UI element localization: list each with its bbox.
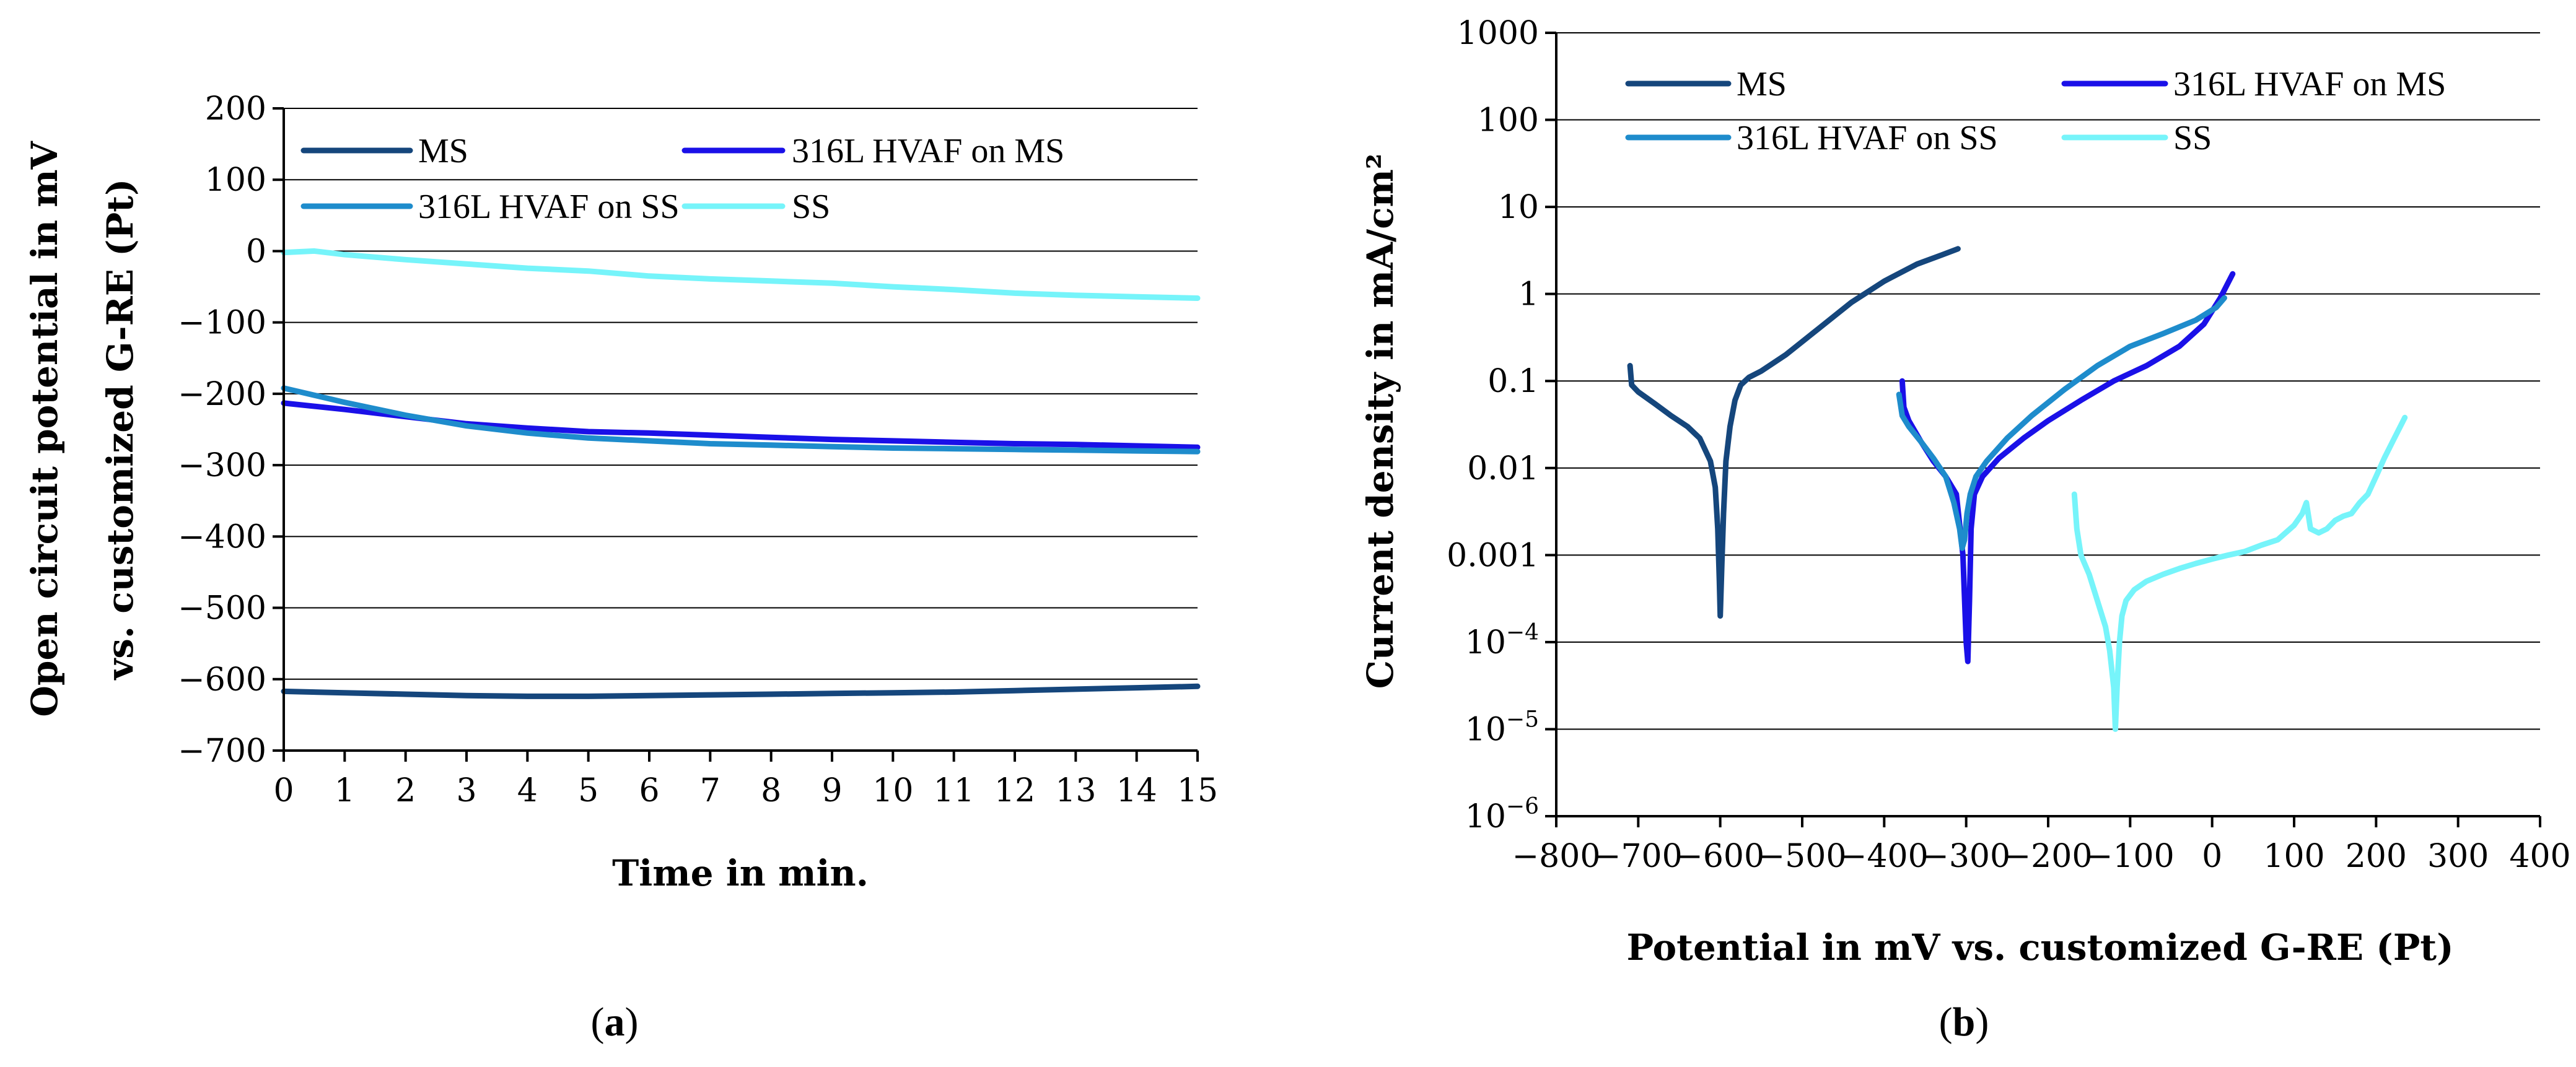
panel-a-ytick-label: 100 [205,162,266,199]
panel-b-ytick-label: 10 [1498,189,1539,226]
panel-a-ytick-label: −700 [178,733,266,770]
panel-b-xtick-label: 0 [2202,838,2222,875]
panel-b-caption-letter: b [1953,999,1976,1045]
panel-a-caption: (a) [591,999,639,1045]
panel-a-xtick-label: 7 [700,772,721,809]
panel-a-xtick-label: 0 [273,772,294,809]
panel-a-caption-open: ( [591,999,605,1045]
panel-a-xtick-label: 2 [395,772,416,809]
legend-a-label-ss: SS [792,188,830,226]
panel-b-ytick-label: 0.01 [1467,450,1539,487]
panel-a-xtick-label: 6 [639,772,659,809]
panel-a-gridlines [284,108,1198,680]
panel-a-xtick-label: 4 [517,772,538,809]
panel-a-xtick-label: 8 [761,772,781,809]
panel-a-ytick-label: −100 [178,305,266,342]
panel-b-series-ss [2071,414,2408,732]
panel-a-ytick-label: −600 [178,661,266,699]
panel-a-xtick-label: 12 [994,772,1035,809]
panel-b-ytick-label: 0.1 [1487,363,1539,400]
panel-b-xtick-label: −500 [1758,838,1847,875]
panel-a-xtick-label: 3 [456,772,476,809]
panel-a-series-hvaf-ss [281,385,1201,455]
panel-a-xtick-label: 14 [1116,772,1157,809]
panel-a-xtick-label: 1 [335,772,355,809]
panel-a-legend: MS 316L HVAF on MS 316L HVAF on SS SS [300,132,1064,226]
panel-b-xtick-label: 100 [2263,838,2324,875]
panel-b-ylabel: Current density in mA/cm² [1359,154,1401,689]
legend-b-label-hvaf-ms: 316L HVAF on MS [2173,65,2446,103]
panel-a-xtick-label: 10 [872,772,913,809]
panel-a-xlabel: Time in min. [612,852,869,894]
panel-b-xtick-label: −700 [1594,838,1683,875]
panel-a-xtick-label: 15 [1177,772,1218,809]
panel-b-xtick-label: 200 [2346,838,2407,875]
panel-b-xtick-label: −100 [2086,838,2175,875]
svg-text:(b): (b) [1939,999,1989,1045]
panel-a-series-ms [281,683,1201,699]
panel-b-xtick-label: −400 [1840,838,1929,875]
panel-a-xtick-label: 9 [821,772,842,809]
panel-b-caption-close: ) [1975,999,1989,1045]
panel-b-ytick-label: 10−5 [1465,707,1539,748]
panel-b-xlabel: Potential in mV vs. customized G-RE (Pt) [1626,926,2453,969]
panel-a-xtick-label: 13 [1055,772,1096,809]
panel-b-ytick-label: 1 [1518,276,1539,313]
panel-a-ytick-label: 200 [205,90,266,128]
panel-a-caption-letter: a [605,999,625,1045]
panel-b-caption-open: ( [1939,999,1953,1045]
panel-b-series-ms [1627,246,1961,619]
legend-b-label-ss: SS [2173,119,2212,157]
legend-a-label-hvaf-ss: 316L HVAF on SS [418,188,680,226]
panel-b-xtick-label: 400 [2509,838,2570,875]
panel-b-xtick-label: −600 [1676,838,1764,875]
panel-a-ytick-label: −200 [178,376,266,413]
panel-b-series [1627,246,2408,732]
panel-a-series [281,248,1201,699]
panel-a-xtick-label: 11 [934,772,975,809]
panel-a-x-ticks: 0 1 2 3 4 5 6 7 8 9 10 11 12 13 14 15 [273,751,1218,809]
panel-b-caption: (b) [1939,999,1989,1045]
legend-b-label-ms: MS [1737,65,1787,103]
panel-b-xtick-label: −800 [1512,838,1601,875]
legend-b-label-hvaf-ss: 316L HVAF on SS [1737,119,1998,157]
panel-b-ytick-label: 0.001 [1447,537,1539,574]
panel-a-ylabel-line2: vs. customized G-RE (Pt) [99,179,141,681]
panel-a-ytick-label: −400 [178,518,266,555]
panel-b-ytick-label: 1000 [1457,15,1539,52]
panel-b-xtick-label: 300 [2427,838,2489,875]
panel-b-series-hvaf-ss [1896,295,2227,551]
panel-a-ytick-label: 0 [246,233,266,270]
legend-a-label-hvaf-ms: 316L HVAF on MS [792,132,1064,170]
panel-b-x-ticks: −800−700−600−500−400−300−200−100 0 100 200 3… [1512,816,2571,875]
panel-b-y-ticks: 1000 100 10 1 0.1 0.01 0.001 10−4 10−5 10−6 [1447,15,1556,835]
panel-b-ytick-label: 100 [1478,102,1539,139]
panel-b-xtick-label: −200 [2004,838,2093,875]
panel-b-xtick-label: −300 [1922,838,2010,875]
panel-a-y-ticks: 200 100 0 −100 −200 −300 −400 −500 −600 −700 [178,90,284,770]
panel-b-ytick-label: 10−6 [1465,794,1539,835]
panel-a-xtick-label: 5 [578,772,598,809]
legend-a-label-ms: MS [418,132,468,170]
panel-a-ytick-label: −500 [178,590,266,627]
panel-a-caption-close: ) [625,999,639,1045]
panel-a-series-hvaf-ms [281,400,1201,450]
panel-a-series-ss [281,248,1201,301]
panel-a-ylabel-line1: Open circuit potential in mV [24,141,66,716]
svg-text:(a): (a) [591,999,639,1045]
panel-b-gridlines [1556,32,2540,730]
panel-b-ytick-label: 10−4 [1465,620,1539,661]
panel-a-ytick-label: −300 [178,447,266,484]
panel-b-legend: MS 316L HVAF on MS 316L HVAF on SS SS [1625,65,2446,157]
